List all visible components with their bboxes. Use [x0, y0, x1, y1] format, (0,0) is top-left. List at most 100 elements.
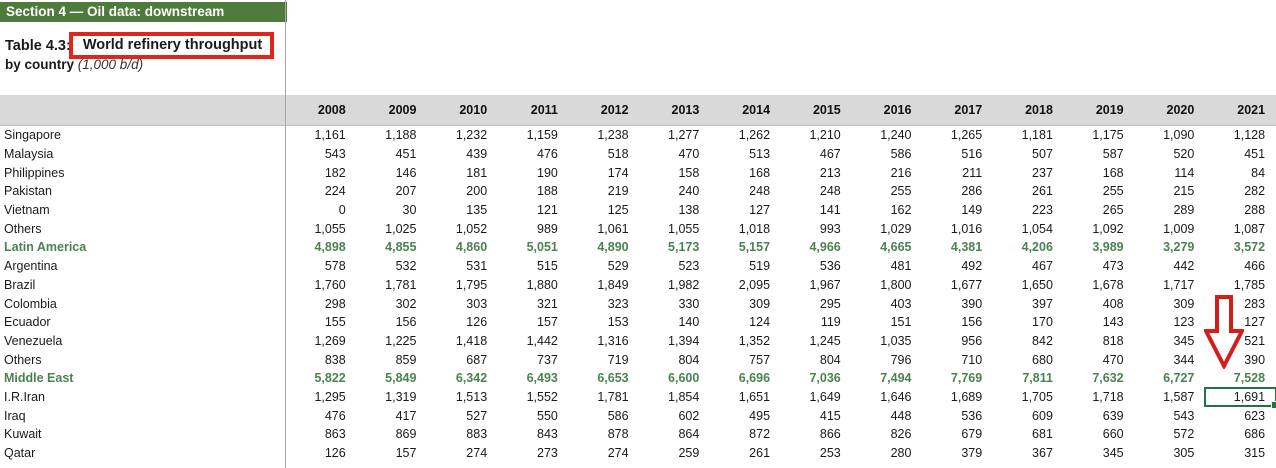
table-cell[interactable]: 1,689: [950, 389, 983, 404]
table-cell[interactable]: 1,678: [1092, 277, 1124, 292]
table-cell[interactable]: 5,822: [314, 371, 346, 386]
table-cell[interactable]: 211: [962, 165, 983, 180]
table-cell[interactable]: 323: [607, 296, 629, 311]
table-cell[interactable]: 127: [1244, 315, 1266, 330]
table-cell[interactable]: 1,232: [455, 128, 488, 143]
table-cell[interactable]: 1,352: [738, 333, 771, 348]
table-cell[interactable]: 5,849: [385, 371, 417, 386]
table-cell[interactable]: 4,206: [1021, 240, 1053, 255]
table-cell[interactable]: 158: [678, 165, 700, 180]
table-cell[interactable]: 866: [819, 427, 841, 442]
table-cell[interactable]: 3,572: [1233, 240, 1266, 255]
table-cell[interactable]: 390: [1244, 352, 1266, 367]
table-cell[interactable]: 237: [1032, 165, 1053, 180]
row-label[interactable]: Others: [4, 221, 42, 236]
table-cell[interactable]: 804: [819, 352, 841, 367]
table-cell[interactable]: 255: [1102, 184, 1124, 199]
table-cell[interactable]: 30: [402, 203, 417, 218]
table-cell[interactable]: 303: [466, 296, 488, 311]
table-cell[interactable]: 1,175: [1092, 128, 1124, 143]
table-cell[interactable]: 344: [1173, 352, 1195, 367]
table-cell[interactable]: 121: [537, 203, 558, 218]
table-cell[interactable]: 248: [819, 184, 841, 199]
table-cell[interactable]: 1,418: [455, 333, 488, 348]
table-cell[interactable]: 439: [466, 147, 488, 162]
table-cell[interactable]: 1,982: [668, 277, 700, 292]
table-cell[interactable]: 259: [678, 446, 700, 461]
table-cell[interactable]: 1,055: [668, 221, 700, 236]
row-label[interactable]: Qatar: [4, 446, 36, 461]
table-cell[interactable]: 521: [1244, 333, 1266, 348]
table-cell[interactable]: 182: [324, 165, 346, 180]
table-cell[interactable]: 174: [607, 165, 629, 180]
table-cell[interactable]: 536: [961, 408, 983, 423]
table-cell[interactable]: 283: [1244, 296, 1266, 311]
table-cell[interactable]: 686: [1244, 427, 1266, 442]
column-header-2014[interactable]: 2014: [742, 103, 771, 117]
table-cell[interactable]: 1,849: [597, 277, 629, 292]
table-cell[interactable]: 532: [395, 259, 417, 274]
table-cell[interactable]: 527: [466, 408, 488, 423]
table-cell[interactable]: 818: [1102, 333, 1124, 348]
table-cell[interactable]: 476: [324, 408, 346, 423]
column-header-2012[interactable]: 2012: [600, 103, 629, 117]
table-cell[interactable]: 309: [1173, 296, 1195, 311]
table-cell[interactable]: 138: [678, 203, 700, 218]
table-cell[interactable]: 609: [1032, 408, 1053, 423]
row-label[interactable]: Venezuela: [4, 333, 63, 348]
table-cell[interactable]: 4,890: [597, 240, 629, 255]
selected-cell[interactable]: 1,691: [1204, 386, 1276, 409]
table-cell[interactable]: 1,677: [950, 277, 983, 292]
table-cell[interactable]: 572: [1173, 427, 1195, 442]
table-cell[interactable]: 7,494: [880, 371, 912, 386]
column-header-2017[interactable]: 2017: [954, 103, 983, 117]
table-cell[interactable]: 586: [607, 408, 629, 423]
table-cell[interactable]: 864: [678, 427, 700, 442]
row-label[interactable]: Vietnam: [4, 203, 50, 218]
table-cell[interactable]: 417: [395, 408, 417, 423]
table-cell[interactable]: 1,277: [668, 128, 700, 143]
table-cell[interactable]: 4,898: [314, 240, 346, 255]
table-cell[interactable]: 330: [678, 296, 700, 311]
table-cell[interactable]: 6,696: [738, 371, 771, 386]
table-cell[interactable]: 207: [395, 184, 417, 199]
table-cell[interactable]: 470: [678, 147, 700, 162]
table-cell[interactable]: 1,087: [1233, 221, 1266, 236]
table-cell[interactable]: 6,493: [526, 371, 558, 386]
column-header-2019[interactable]: 2019: [1095, 103, 1124, 117]
table-cell[interactable]: 162: [890, 203, 912, 218]
table-cell[interactable]: 451: [395, 147, 417, 162]
table-cell[interactable]: 536: [819, 259, 841, 274]
table-cell[interactable]: 4,665: [880, 240, 912, 255]
table-cell[interactable]: 1,090: [1163, 128, 1195, 143]
table-cell[interactable]: 240: [678, 184, 700, 199]
table-cell[interactable]: 288: [1244, 203, 1266, 218]
table-cell[interactable]: 5,173: [668, 240, 700, 255]
table-cell[interactable]: 687: [466, 352, 488, 367]
table-cell[interactable]: 2,095: [738, 277, 771, 292]
table-cell[interactable]: 200: [466, 184, 488, 199]
table-cell[interactable]: 215: [1173, 184, 1195, 199]
table-cell[interactable]: 1,316: [597, 333, 629, 348]
table-cell[interactable]: 1,646: [880, 389, 912, 404]
column-header-2020[interactable]: 2020: [1166, 103, 1195, 117]
table-cell[interactable]: 219: [607, 184, 629, 199]
table-cell[interactable]: 1,225: [385, 333, 417, 348]
table-cell[interactable]: 146: [395, 165, 417, 180]
table-cell[interactable]: 282: [1244, 184, 1266, 199]
table-cell[interactable]: 863: [324, 427, 346, 442]
row-label[interactable]: Singapore: [4, 128, 61, 143]
row-label[interactable]: Latin America: [4, 240, 87, 255]
table-cell[interactable]: 467: [1032, 259, 1053, 274]
table-cell[interactable]: 492: [961, 259, 983, 274]
table-cell[interactable]: 125: [607, 203, 629, 218]
table-cell[interactable]: 1,055: [314, 221, 346, 236]
table-cell[interactable]: 119: [820, 315, 841, 330]
table-cell[interactable]: 151: [890, 315, 912, 330]
table-cell[interactable]: 1,245: [809, 333, 841, 348]
table-cell[interactable]: 367: [1032, 446, 1053, 461]
table-cell[interactable]: 623: [1244, 408, 1266, 423]
table-cell[interactable]: 7,811: [1022, 371, 1053, 386]
table-cell[interactable]: 114: [1174, 165, 1195, 180]
column-header-2015[interactable]: 2015: [812, 103, 841, 117]
